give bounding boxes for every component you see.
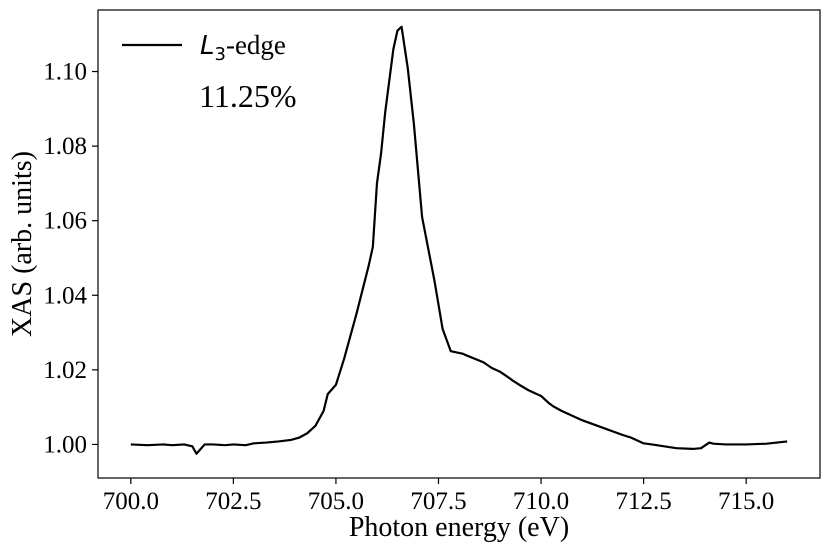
percentage-annotation: 11.25% [199,78,296,114]
x-axis-label: Photon energy (eV) [349,512,569,543]
y-axis-ticks: 1.00 1.02 1.04 1.06 1.08 1.10 [43,59,98,458]
series-line-l3-edge [130,25,788,455]
legend-suffix: -edge [226,30,286,60]
x-tick-label: 705.0 [308,488,364,515]
x-tick-label: 707.5 [410,488,466,515]
y-tick-label: 1.08 [43,133,87,160]
series-lines [130,25,788,455]
x-axis-ticks: 700.0 702.5 705.0 707.5 710.0 712.5 715.0 [103,478,774,515]
plot-frame [97,9,821,479]
x-tick-label: 700.0 [103,488,159,515]
legend-subscript: 3 [215,44,226,65]
y-tick-label: 1.02 [43,357,87,384]
legend-main: L [200,31,215,61]
x-tick-label: 710.0 [513,488,569,515]
y-tick-label: 1.10 [43,59,87,86]
legend-label: L3-edge [200,30,286,65]
y-tick-label: 1.00 [43,431,87,458]
x-tick-label: 702.5 [205,488,261,515]
y-tick-label: 1.06 [43,208,87,235]
x-tick-label: 715.0 [718,488,774,515]
legend: L3-edge [122,30,286,65]
x-tick-label: 712.5 [615,488,671,515]
y-axis-label: XAS (arb. units) [7,151,38,337]
y-tick-label: 1.04 [43,282,87,309]
